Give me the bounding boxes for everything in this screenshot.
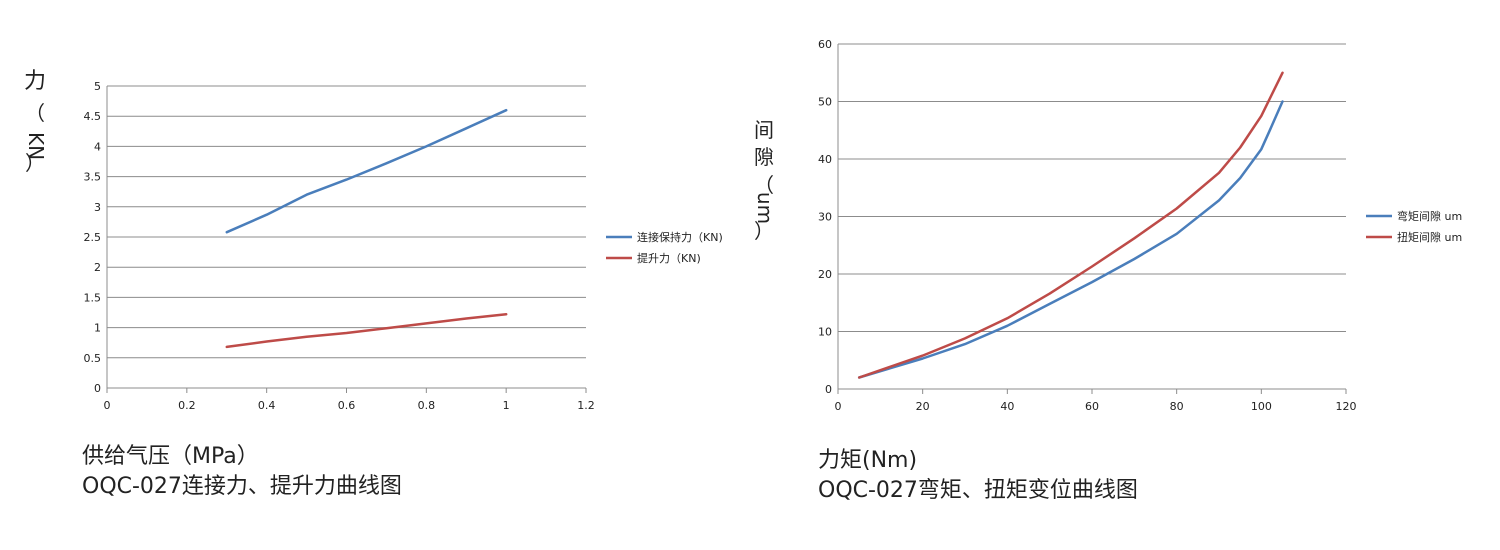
chart2-y-tick-label: 50 <box>818 96 832 109</box>
chart2-x-tick-label: 20 <box>916 400 930 413</box>
chart2-x-tick-label: 120 <box>1336 400 1357 413</box>
chart1-y-tick-label: 3.5 <box>84 171 102 184</box>
chart2-series-line-2 <box>857 71 1284 379</box>
chart2-y-tick-label: 30 <box>818 211 832 224</box>
chart2-title: OQC-027弯矩、扭矩变位曲线图 <box>818 478 1138 503</box>
chart2-y-axis-title-part: （ <box>754 173 774 197</box>
chart2-x-axis-title: 力矩(Nm) <box>818 448 918 473</box>
chart2-legend-label-1: 弯矩间隙 um <box>1397 209 1462 223</box>
chart1-y-axis-title-part: （ <box>25 101 45 125</box>
chart1-x-tick-label: 1.2 <box>577 399 595 412</box>
chart2-x-tick-label: 0 <box>835 400 842 413</box>
chart1-x-tick-label: 0.6 <box>338 399 356 412</box>
chart1-x-tick-label: 0 <box>104 399 111 412</box>
chart2-x-tick-label: 100 <box>1251 400 1272 413</box>
chart2-y-axis-title-part: 间 <box>754 118 774 142</box>
chart1-y-axis-title-part: KN <box>24 132 48 160</box>
chart2-legend-label-2: 扭矩间隙 um <box>1397 230 1462 244</box>
chart1-caption: 供给气压（MPa） OQC-027连接力、提升力曲线图 <box>82 442 402 502</box>
chart2-series-line-1 <box>857 100 1284 379</box>
chart1-y-tick-label: 2.5 <box>84 231 102 244</box>
chart2-y-axis-title-part: 隙 <box>754 145 774 169</box>
chart1-y-tick-label: 1 <box>94 322 101 335</box>
chart1-x-axis-title: 供给气压（MPa） <box>82 444 259 469</box>
chart1-x-tick-label: 1 <box>503 399 510 412</box>
chart2-caption: 力矩(Nm) OQC-027弯矩、扭矩变位曲线图 <box>818 446 1138 506</box>
chart2-y-axis-title-part: ） <box>754 219 774 243</box>
chart1-title: OQC-027连接力、提升力曲线图 <box>82 474 402 499</box>
chart2-x-tick-label: 60 <box>1085 400 1099 413</box>
chart1-legend-label-1: 连接保持力（KN) <box>637 230 723 244</box>
chart2-x-tick-label: 40 <box>1000 400 1014 413</box>
chart2-y-tick-label: 20 <box>818 268 832 281</box>
chart1-x-tick-label: 0.8 <box>418 399 436 412</box>
chart1-y-tick-label: 3 <box>94 201 101 214</box>
chart1-y-tick-label: 4 <box>94 140 101 153</box>
chart1-y-tick-label: 2 <box>94 261 101 274</box>
chart2-y-tick-label: 60 <box>818 38 832 51</box>
chart2-x-tick-label: 80 <box>1170 400 1184 413</box>
chart2-y-tick-label: 0 <box>825 383 832 396</box>
chart2-y-tick-label: 10 <box>818 326 832 339</box>
chart1-series-line-2 <box>225 313 508 349</box>
chart1-x-tick-label: 0.2 <box>178 399 196 412</box>
chart1-series-line-1 <box>225 108 508 234</box>
chart1-y-tick-label: 0.5 <box>84 352 102 365</box>
chart1-y-axis-title-part: 力 <box>24 69 46 94</box>
chart1-y-tick-label: 4.5 <box>84 110 102 123</box>
chart1-y-tick-label: 5 <box>94 80 101 93</box>
chart1-y-tick-label: 0 <box>94 382 101 395</box>
chart1-x-tick-label: 0.4 <box>258 399 276 412</box>
chart1-y-axis-title-part: ） <box>25 151 45 175</box>
chart1-legend-label-2: 提升力（KN) <box>637 252 701 265</box>
chart2-y-axis-title-part: um <box>753 192 777 224</box>
chart2-y-tick-label: 40 <box>818 153 832 166</box>
chart1-y-tick-label: 1.5 <box>84 291 102 304</box>
